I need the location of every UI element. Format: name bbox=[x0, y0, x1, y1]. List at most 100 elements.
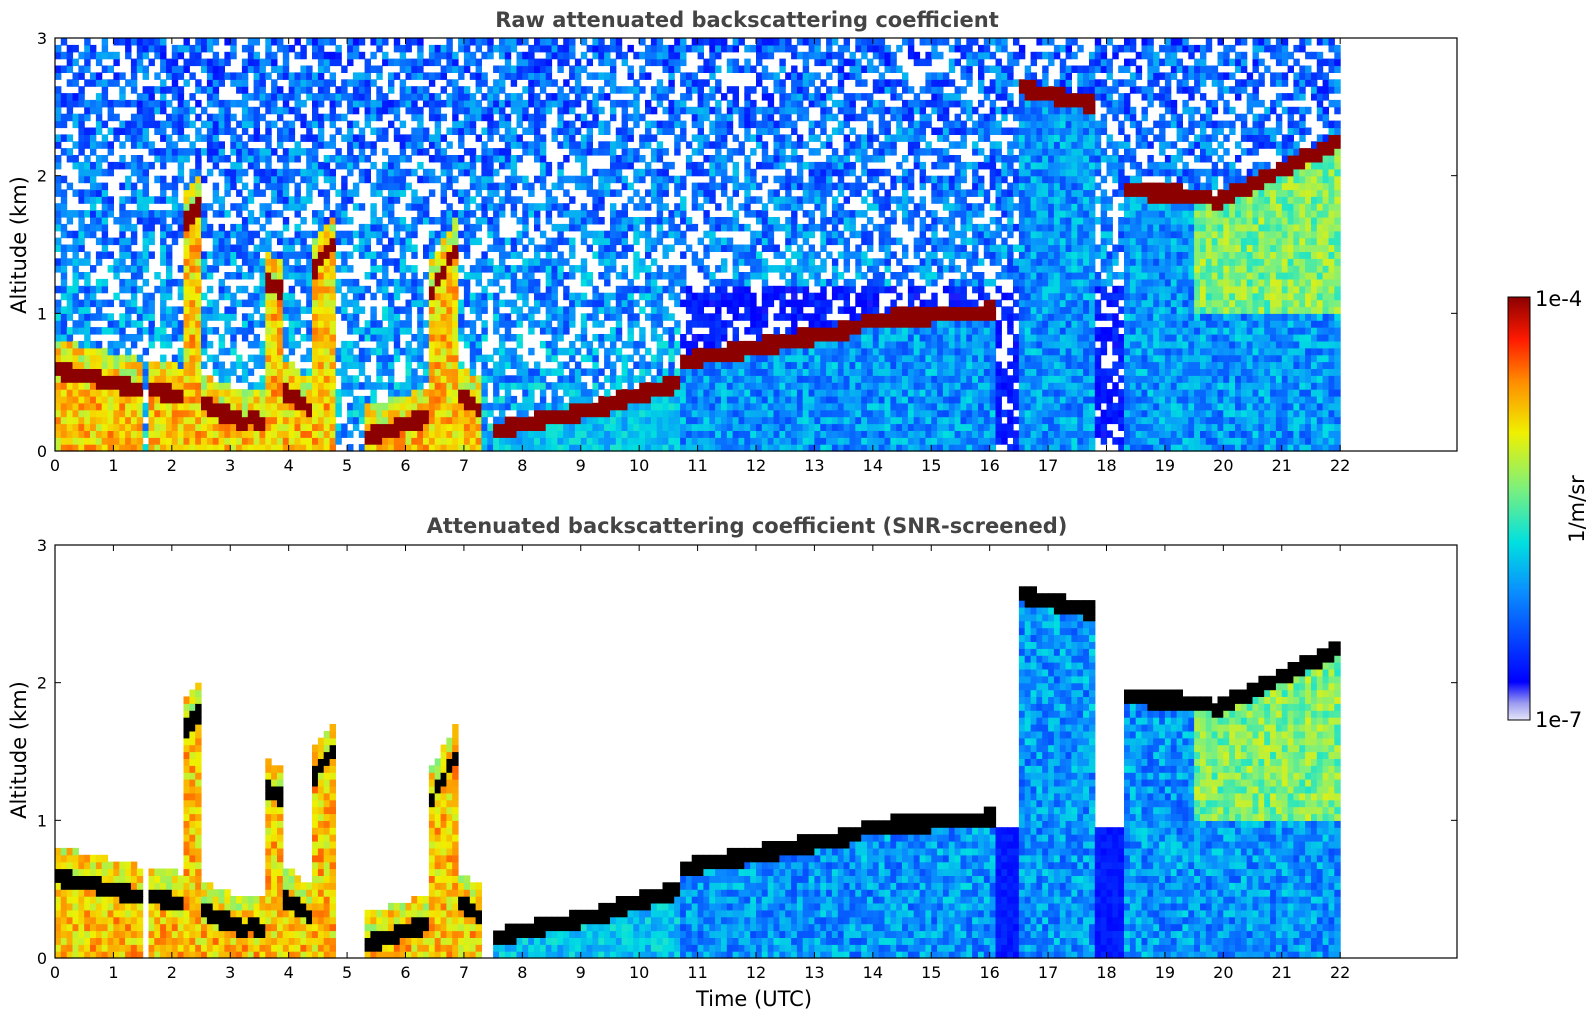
backscatter-cell bbox=[259, 285, 266, 294]
backscatter-cell bbox=[434, 272, 442, 280]
backscatter-cell bbox=[329, 409, 336, 418]
backscatter-cell bbox=[621, 416, 628, 425]
backscatter-cell bbox=[405, 58, 412, 67]
backscatter-cell bbox=[130, 340, 138, 349]
backscatter-cell bbox=[136, 38, 144, 46]
backscatter-cell bbox=[352, 306, 360, 314]
backscatter-cell bbox=[639, 72, 646, 80]
backscatter-cell bbox=[545, 437, 553, 445]
backscatter-cell bbox=[551, 334, 558, 342]
backscatter-cell bbox=[113, 327, 120, 335]
backscatter-cell bbox=[446, 51, 453, 60]
backscatter-cell bbox=[528, 395, 535, 404]
backscatter-cell bbox=[84, 375, 91, 383]
backscatter-cell bbox=[160, 99, 167, 108]
backscatter-cell bbox=[534, 106, 541, 115]
backscatter-cell bbox=[130, 79, 138, 87]
backscatter-cell bbox=[481, 51, 488, 60]
backscatter-cell bbox=[183, 44, 190, 53]
backscatter-cell bbox=[195, 285, 202, 294]
backscatter-cell bbox=[685, 423, 693, 431]
backscatter-cell bbox=[329, 79, 336, 87]
backscatter-cell bbox=[674, 120, 681, 129]
backscatter-cell bbox=[148, 444, 155, 452]
backscatter-cell bbox=[545, 306, 553, 314]
backscatter-cell bbox=[510, 251, 518, 259]
backscatter-cell bbox=[107, 203, 114, 211]
backscatter-cell bbox=[60, 416, 68, 425]
backscatter-cell bbox=[212, 58, 220, 67]
backscatter-cell bbox=[230, 113, 237, 122]
backscatter-cell bbox=[452, 340, 459, 349]
backscatter-cell bbox=[142, 265, 149, 273]
backscatter-cell bbox=[393, 106, 401, 115]
backscatter-cell bbox=[405, 354, 412, 363]
backscatter-cell bbox=[376, 237, 383, 246]
backscatter-cell bbox=[142, 65, 149, 73]
backscatter-cell bbox=[510, 285, 518, 294]
backscatter-cell bbox=[493, 327, 500, 335]
backscatter-cell bbox=[101, 354, 109, 363]
backscatter-cell bbox=[405, 106, 412, 115]
backscatter-cell bbox=[650, 189, 658, 197]
backscatter-cell bbox=[516, 354, 523, 363]
backscatter-cell bbox=[580, 182, 588, 191]
backscatter-cell bbox=[504, 382, 512, 390]
backscatter-cell bbox=[388, 423, 395, 431]
backscatter-cell bbox=[458, 313, 465, 321]
backscatter-cell bbox=[247, 368, 255, 376]
backscatter-cell bbox=[166, 155, 173, 163]
backscatter-cell bbox=[160, 175, 167, 184]
backscatter-cell bbox=[171, 375, 179, 383]
backscatter-cell bbox=[335, 389, 342, 397]
backscatter-cell bbox=[487, 161, 494, 170]
backscatter-cell bbox=[434, 382, 442, 390]
backscatter-cell bbox=[224, 382, 231, 390]
backscatter-cell bbox=[55, 402, 62, 411]
backscatter-cell bbox=[224, 320, 231, 328]
backscatter-cell bbox=[136, 141, 144, 149]
backscatter-cell bbox=[645, 189, 652, 197]
backscatter-cell bbox=[113, 409, 120, 418]
backscatter-cell bbox=[364, 272, 371, 280]
backscatter-cell bbox=[668, 402, 675, 411]
backscatter-cell bbox=[440, 86, 447, 94]
backscatter-cell bbox=[224, 368, 231, 376]
backscatter-cell bbox=[645, 161, 652, 170]
backscatter-cell bbox=[434, 237, 442, 246]
backscatter-cell bbox=[656, 93, 664, 101]
backscatter-cell bbox=[288, 86, 296, 94]
backscatter-cell bbox=[598, 58, 605, 67]
backscatter-cell bbox=[650, 86, 658, 94]
backscatter-cell bbox=[382, 99, 389, 108]
backscatter-cell bbox=[241, 251, 249, 259]
backscatter-cell bbox=[154, 402, 161, 411]
backscatter-cell bbox=[271, 416, 278, 425]
backscatter-cell bbox=[142, 409, 149, 418]
backscatter-cell bbox=[189, 93, 196, 101]
backscatter-cell bbox=[195, 423, 202, 431]
backscatter-cell bbox=[66, 182, 74, 191]
backscatter-cell bbox=[113, 258, 120, 266]
backscatter-cell bbox=[282, 272, 290, 280]
backscatter-cell bbox=[522, 72, 529, 80]
backscatter-cell bbox=[177, 354, 185, 363]
backscatter-cell bbox=[499, 409, 506, 418]
backscatter-cell bbox=[300, 113, 307, 122]
backscatter-cell bbox=[650, 196, 658, 204]
backscatter-cell bbox=[201, 44, 208, 53]
backscatter-cell bbox=[201, 313, 208, 321]
backscatter-cell bbox=[166, 265, 173, 273]
backscatter-cell bbox=[78, 148, 85, 156]
backscatter-cell bbox=[171, 237, 179, 246]
backscatter-cell bbox=[674, 141, 681, 149]
backscatter-cell bbox=[510, 354, 518, 363]
backscatter-cell bbox=[101, 86, 109, 94]
backscatter-cell bbox=[189, 320, 196, 328]
backscatter-cell bbox=[697, 313, 704, 321]
backscatter-cell bbox=[136, 58, 144, 67]
backscatter-cell bbox=[463, 106, 471, 115]
backscatter-cell bbox=[119, 430, 126, 438]
backscatter-cell bbox=[195, 340, 202, 349]
backscatter-cell bbox=[347, 230, 354, 239]
